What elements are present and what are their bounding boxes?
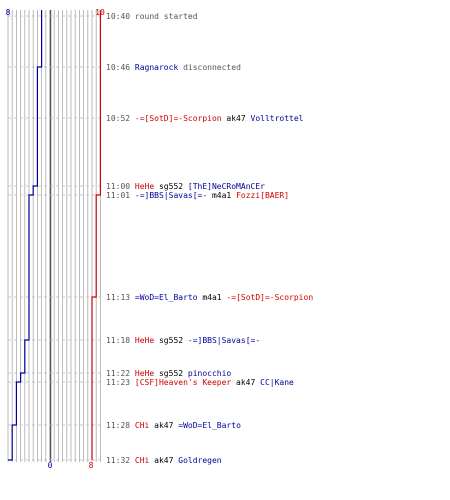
event-time: 11:23 bbox=[106, 378, 135, 387]
event-text: round started bbox=[135, 12, 198, 21]
blue-player-name: =WoD=El_Barto bbox=[135, 293, 198, 302]
event-time: 10:52 bbox=[106, 114, 135, 123]
event-text: ak47 bbox=[149, 456, 178, 465]
event-text: ak47 bbox=[231, 378, 260, 387]
blue-player-name: [ThE]NeCRoMAnCEr bbox=[188, 182, 265, 191]
event-text: sg552 bbox=[154, 182, 188, 191]
red-end-count: 8 bbox=[89, 461, 94, 470]
event-time: 11:13 bbox=[106, 293, 135, 302]
event-row: 11:00 HeHe sg552 [ThE]NeCRoMAnCEr bbox=[106, 182, 265, 191]
blue-player-name: Volltrottel bbox=[251, 114, 304, 123]
kill-feed: 10:40 round started 10:46 Ragnarock disco… bbox=[106, 12, 313, 465]
blue-start-count: 8 bbox=[6, 8, 11, 17]
event-text: sg552 bbox=[154, 369, 188, 378]
event-row: 10:46 Ragnarock disconnected bbox=[106, 63, 241, 72]
event-text: sg552 bbox=[154, 336, 188, 345]
event-row: 11:01 -=]BBS|Savas[=- m4a1 Fozzi[BAER] bbox=[106, 191, 289, 200]
blue-player-name: -=]BBS|Savas[=- bbox=[188, 336, 260, 345]
red-player-name: CHi bbox=[135, 456, 150, 465]
blue-player-name: -=]BBS|Savas[=- bbox=[135, 191, 207, 200]
event-text: m4a1 bbox=[207, 191, 236, 200]
event-text: m4a1 bbox=[198, 293, 227, 302]
team-counts: 8 10 0 8 bbox=[6, 8, 105, 470]
red-player-name: HeHe bbox=[135, 182, 154, 191]
chart-grid bbox=[7, 10, 101, 462]
blue-player-name: CC|Kane bbox=[260, 378, 294, 387]
blue-player-name: pinocchio bbox=[188, 369, 232, 378]
blue-player-name: Goldregen bbox=[178, 456, 222, 465]
event-guide-lines bbox=[8, 15, 104, 461]
blue-end-count: 0 bbox=[48, 461, 53, 470]
event-time: 11:18 bbox=[106, 336, 135, 345]
event-time: 10:40 bbox=[106, 12, 135, 21]
event-row: 11:28 CHi ak47 =WoD=El_Barto bbox=[106, 421, 241, 430]
event-text: ak47 bbox=[222, 114, 251, 123]
blue-team-line bbox=[8, 10, 43, 461]
event-row: 11:18 HeHe sg552 -=]BBS|Savas[=- bbox=[106, 336, 260, 345]
event-row: 11:22 HeHe sg552 pinocchio bbox=[106, 369, 231, 378]
red-player-name: -=[SotD]=-Scorpion bbox=[135, 114, 222, 123]
blue-player-name: Ragnarock bbox=[135, 63, 179, 72]
event-text: ak47 bbox=[149, 421, 178, 430]
red-player-name: CHi bbox=[135, 421, 150, 430]
red-player-name: Fozzi[BAER] bbox=[236, 191, 289, 200]
event-time: 11:00 bbox=[106, 182, 135, 191]
event-row: 11:23 [CSF]Heaven's Keeper ak47 CC|Kane bbox=[106, 378, 294, 387]
red-player-name: -=[SotD]=-Scorpion bbox=[226, 293, 313, 302]
event-row: 10:52 -=[SotD]=-Scorpion ak47 Volltrotte… bbox=[106, 114, 304, 123]
blue-player-name: =WoD=El_Barto bbox=[178, 421, 241, 430]
event-text: disconnected bbox=[178, 63, 241, 72]
event-row: 11:32 CHi ak47 Goldregen bbox=[106, 456, 222, 465]
event-time: 11:32 bbox=[106, 456, 135, 465]
event-time: 11:01 bbox=[106, 191, 135, 200]
event-time: 11:22 bbox=[106, 369, 135, 378]
event-time: 10:46 bbox=[106, 63, 135, 72]
red-start-count: 10 bbox=[95, 8, 105, 17]
red-player-name: HeHe bbox=[135, 369, 154, 378]
red-player-name: HeHe bbox=[135, 336, 154, 345]
event-row: 10:40 round started bbox=[106, 12, 198, 21]
red-player-name: [CSF]Heaven's Keeper bbox=[135, 378, 232, 387]
event-row: 11:13 =WoD=El_Barto m4a1 -=[SotD]=-Scorp… bbox=[106, 293, 313, 302]
red-team-line bbox=[91, 10, 101, 460]
team-count-lines bbox=[8, 10, 101, 461]
event-time: 11:28 bbox=[106, 421, 135, 430]
